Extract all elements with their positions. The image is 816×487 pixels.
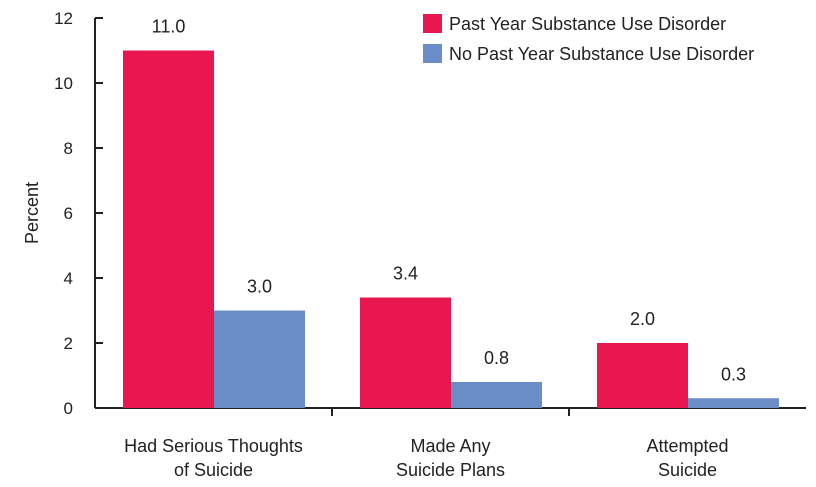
y-tick-label: 4 xyxy=(64,269,73,288)
y-tick-label: 2 xyxy=(64,334,73,353)
data-label: 11.0 xyxy=(152,17,186,37)
legend-swatch xyxy=(423,44,442,63)
y-tick-label: 12 xyxy=(54,9,73,28)
x-category-label: Attempted xyxy=(646,436,728,456)
bar-past-year-sud xyxy=(360,297,451,408)
data-label: 0.3 xyxy=(721,364,746,384)
x-category-label: Made Any xyxy=(410,436,490,456)
y-tick-label: 0 xyxy=(64,399,73,418)
data-label: 2.0 xyxy=(630,309,655,329)
x-category-label: Had Serious Thoughts xyxy=(124,436,303,456)
data-label: 3.4 xyxy=(393,264,418,284)
bar-no-past-year-sud xyxy=(688,398,779,408)
x-category-label: Suicide xyxy=(658,460,717,480)
legend-label: No Past Year Substance Use Disorder xyxy=(449,44,754,64)
bar-past-year-sud xyxy=(123,50,214,408)
x-category-label: of Suicide xyxy=(174,460,253,480)
legend-swatch xyxy=(423,14,442,33)
bar-no-past-year-sud xyxy=(214,310,305,408)
y-tick-label: 6 xyxy=(64,204,73,223)
bar-no-past-year-sud xyxy=(451,382,542,408)
x-category-label: Suicide Plans xyxy=(396,460,505,480)
y-tick-label: 10 xyxy=(54,74,73,93)
data-label: 0.8 xyxy=(484,348,509,368)
y-tick-label: 8 xyxy=(64,139,73,158)
bar-past-year-sud xyxy=(597,343,688,408)
legend-label: Past Year Substance Use Disorder xyxy=(449,14,726,34)
y-axis-label: Percent xyxy=(22,182,42,244)
data-label: 3.0 xyxy=(247,277,272,297)
